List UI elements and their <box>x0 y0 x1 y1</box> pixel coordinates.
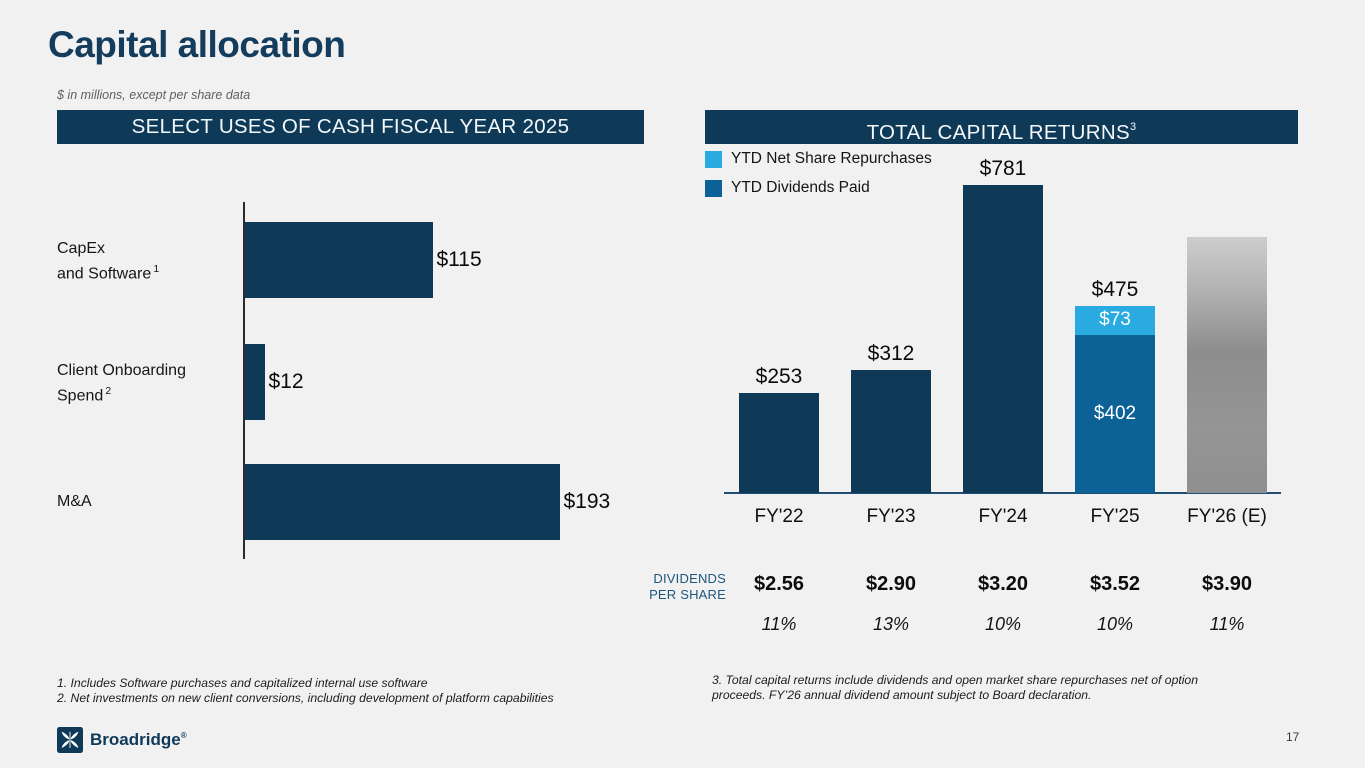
dividend-per-share-value: $2.56 <box>753 573 805 595</box>
bar-client-onboarding <box>244 344 265 420</box>
brand-name-text: Broadridge <box>90 730 181 749</box>
segment-ytd-dividends-paid <box>739 393 819 493</box>
dividend-growth-pct: 10% <box>984 614 1022 634</box>
page-number: 17 <box>1286 730 1300 744</box>
dividend-growth-pct: 13% <box>872 614 910 634</box>
footnote-3-line-2: proceeds. FY’26 annual dividend amount s… <box>712 687 1092 702</box>
category-label: CapEx and Software 1 <box>57 238 237 284</box>
bar-total-label: $781 <box>979 157 1027 180</box>
category-label-line: CapEx <box>57 240 106 257</box>
bar-total-label: $253 <box>755 365 803 388</box>
bar-total-label: $312 <box>867 342 915 365</box>
category-label-line: Spend 2 <box>57 385 112 405</box>
page-title: Capital allocation <box>48 24 346 65</box>
legend-item-label: YTD Dividends Paid <box>731 179 870 196</box>
left-chart-header-label: SELECT USES OF CASH FISCAL YEAR 2025 <box>131 115 570 138</box>
stacked-bar-fy-24 <box>963 185 1043 493</box>
dividend-per-share-value: $3.20 <box>977 573 1029 595</box>
right-chart-header: TOTAL CAPITAL RETURNS3 <box>705 110 1298 144</box>
bar-total-label: $475 <box>1091 278 1139 301</box>
dividend-per-share-value: $3.52 <box>1089 573 1141 595</box>
stacked-bar-fy-22 <box>739 393 819 493</box>
brand-name: Broadridge® <box>90 730 187 750</box>
segment-ytd-net-share-repurchases: $73 <box>1075 306 1155 335</box>
legend-swatch-ytd-net-share-repurchases <box>705 151 722 168</box>
category-label-line: and Software 1 <box>57 263 160 283</box>
x-axis-label-fy-26-e-: FY'26 (E) <box>1187 506 1267 527</box>
dividend-per-share-value: $3.90 <box>1201 573 1253 595</box>
legend-item-label: YTD Net Share Repurchases <box>731 150 932 167</box>
stacked-bar-fy-25: $73 $402 <box>1075 306 1155 493</box>
estimate-bar-fy-26-e- <box>1187 237 1267 493</box>
category-label: M&A <box>57 491 237 512</box>
category-label: Client Onboarding Spend 2 <box>57 360 237 406</box>
bar-m-a <box>244 464 560 540</box>
dividend-growth-pct: 11% <box>761 614 797 634</box>
left-chart-axis-line <box>243 202 245 559</box>
left-chart-header: SELECT USES OF CASH FISCAL YEAR 2025 <box>57 110 644 144</box>
x-axis-label-fy-22: FY'22 <box>754 506 804 527</box>
dividends-per-share-row-label: DIVIDENDS PER SHARE <box>575 571 726 602</box>
dividend-growth-pct: 10% <box>1096 614 1134 634</box>
x-axis-label-fy-25: FY'25 <box>1090 506 1140 527</box>
footnotes-left: 1. Includes Software purchases and capit… <box>57 676 554 706</box>
legend-swatch-ytd-dividends-paid <box>705 180 722 197</box>
segment-ytd-dividends-paid: $402 <box>1075 334 1155 493</box>
bar-value-label: $193 <box>563 490 611 513</box>
footnotes-right: 3. Total capital returns include dividen… <box>712 673 1198 703</box>
right-chart-header-footnote-ref: 3 <box>1129 121 1137 133</box>
segment-value-label: $402 <box>1093 402 1137 424</box>
category-footnote-ref: 1 <box>151 263 160 275</box>
bar-value-label: $12 <box>268 370 304 393</box>
dividends-label-line-1: DIVIDENDS <box>653 571 726 586</box>
category-footnote-ref: 2 <box>103 385 112 397</box>
dividends-label-line-2: PER SHARE <box>649 586 726 602</box>
registered-mark: ® <box>180 731 187 740</box>
dividend-growth-pct: 11% <box>1209 614 1245 634</box>
right-chart-header-label: TOTAL CAPITAL RETURNS <box>866 121 1130 144</box>
category-label-line: Client Onboarding <box>57 362 186 379</box>
segment-value-label: $73 <box>1099 309 1131 331</box>
category-label-line: M&A <box>57 492 92 510</box>
stacked-bar-fy-23 <box>851 370 931 493</box>
footnote-1: 1. Includes Software purchases and capit… <box>57 676 428 690</box>
bar-capex <box>244 222 433 298</box>
dividend-per-share-value: $2.90 <box>865 573 917 595</box>
x-axis-label-fy-24: FY'24 <box>978 506 1028 527</box>
footnote-2: 2. Net investments on new client convers… <box>57 690 554 705</box>
right-chart-baseline <box>724 492 1281 494</box>
footnote-3-line-1: 3. Total capital returns include dividen… <box>712 673 1198 687</box>
units-note: $ in millions, except per share data <box>57 88 251 102</box>
x-axis-label-fy-23: FY'23 <box>866 506 916 527</box>
segment-ytd-dividends-paid <box>963 185 1043 493</box>
broadridge-logo-icon <box>57 727 83 758</box>
bar-value-label: $115 <box>436 248 482 271</box>
segment-ytd-dividends-paid <box>851 370 931 493</box>
